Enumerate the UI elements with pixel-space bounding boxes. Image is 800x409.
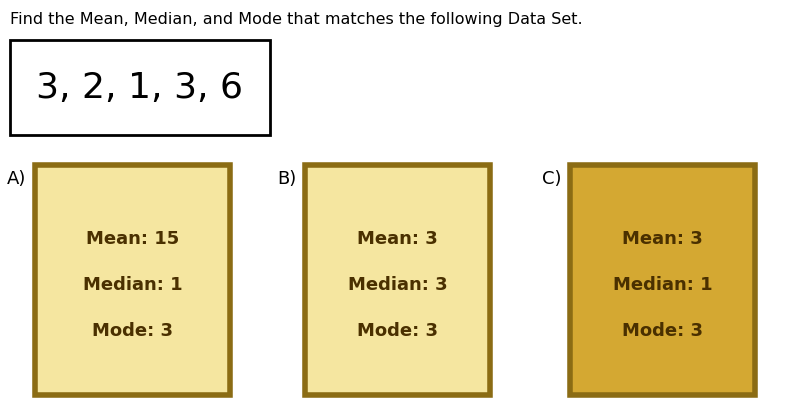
Text: C): C) [542,170,562,188]
FancyBboxPatch shape [305,165,490,395]
Text: Median: 1: Median: 1 [82,276,182,294]
Text: B): B) [277,170,296,188]
Text: Mean: 3: Mean: 3 [357,229,438,247]
Text: Mode: 3: Mode: 3 [92,321,173,339]
Text: Mode: 3: Mode: 3 [622,321,703,339]
Text: Mean: 3: Mean: 3 [622,229,703,247]
Text: Find the Mean, Median, and Mode that matches the following Data Set.: Find the Mean, Median, and Mode that mat… [10,12,582,27]
Text: Median: 1: Median: 1 [613,276,712,294]
FancyBboxPatch shape [570,165,755,395]
FancyBboxPatch shape [35,165,230,395]
Text: A): A) [7,170,26,188]
Text: 3, 2, 1, 3, 6: 3, 2, 1, 3, 6 [37,70,243,105]
Text: Median: 3: Median: 3 [348,276,447,294]
Text: Mode: 3: Mode: 3 [357,321,438,339]
Text: Mean: 15: Mean: 15 [86,229,179,247]
